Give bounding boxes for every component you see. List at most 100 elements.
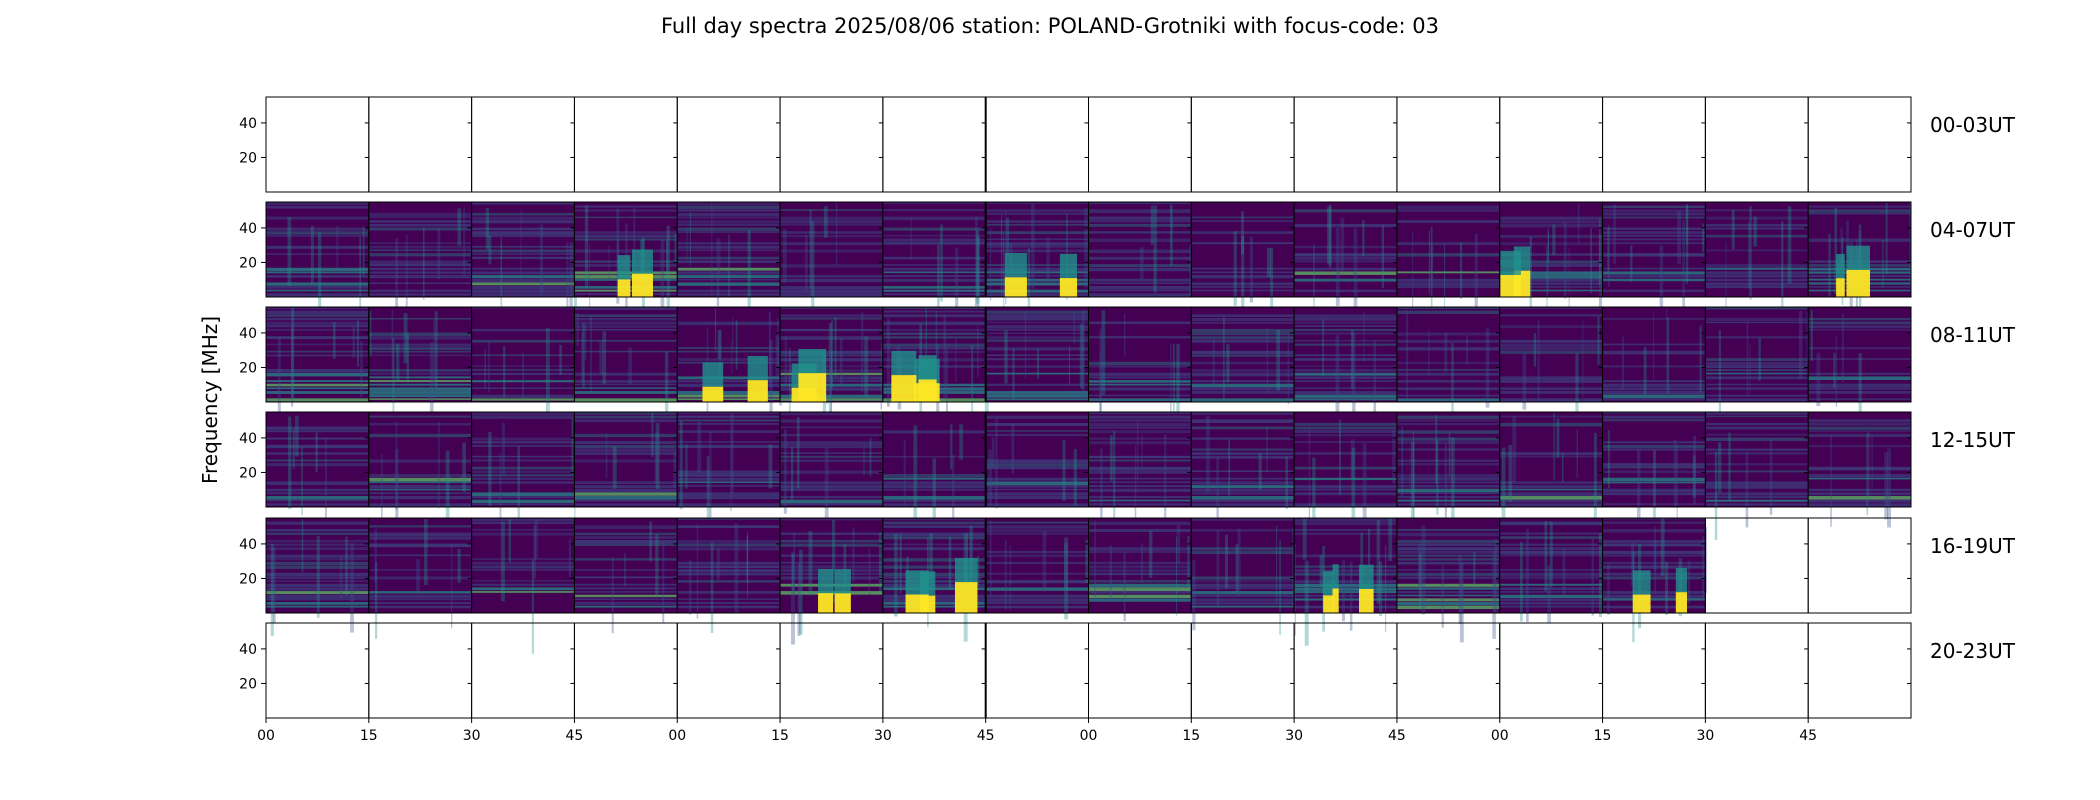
- spectrum-panel: [471, 306, 575, 419]
- spectrum-panel: [1088, 622, 1192, 719]
- spectrum-panel: [1807, 306, 1912, 440]
- y-tick-label: 40: [239, 116, 257, 132]
- row-time-label: 16-19UT: [1930, 534, 2016, 558]
- spectrum-panel: [1190, 411, 1295, 550]
- spectrum-panel: [1190, 517, 1295, 636]
- spectrum-panel: [1499, 306, 1604, 443]
- y-tick-label: 40: [239, 221, 257, 237]
- spectrum-panel: [573, 411, 678, 508]
- y-tick-label: 20: [239, 360, 257, 376]
- spectrum-panel: [1704, 517, 1809, 614]
- spectrum-panel: [573, 622, 678, 719]
- spectrum-panel: [1088, 96, 1192, 193]
- spectrum-panel: [1704, 306, 1810, 419]
- row-20-23UT: 40 20 20-23UT: [239, 622, 2016, 719]
- spectrum-panel: [1602, 306, 1706, 403]
- spectrum-panel: [1704, 96, 1809, 193]
- spectrum-panel: [1499, 622, 1604, 719]
- x-tick-label: 15: [360, 728, 378, 744]
- spectrum-panel: [368, 411, 473, 537]
- spectrum-panel: [1396, 306, 1501, 413]
- spectrum-panel: [779, 517, 884, 645]
- row-time-label: 00-03UT: [1930, 113, 2016, 137]
- spectrum-panel: [1499, 201, 1604, 330]
- spectrum-panel: [676, 622, 781, 719]
- x-tick-label: 45: [566, 728, 584, 744]
- x-tick-label: 00: [257, 728, 275, 744]
- spectrum-panel: [1602, 517, 1708, 643]
- x-tick-label: 30: [1285, 728, 1303, 744]
- spectrum-panel: [882, 201, 987, 335]
- spectrum-panel: [1807, 622, 1912, 719]
- spectrum-panel: [471, 411, 576, 537]
- x-tick-label: 30: [874, 728, 892, 744]
- y-tick-label: 40: [239, 537, 257, 553]
- spectrum-panel: [1704, 411, 1811, 541]
- spectrum-panel: [1088, 517, 1192, 622]
- y-tick-label: 20: [239, 571, 257, 587]
- spectrum-panel: [1088, 411, 1192, 540]
- spectrum-panel: [1293, 517, 1398, 646]
- spectrum-panel: [882, 622, 987, 719]
- spectrum-panel: [1293, 96, 1398, 193]
- spectrum-panel: [265, 622, 370, 719]
- spectrum-panel: [882, 96, 987, 193]
- spectrum-panel: [676, 517, 781, 634]
- spectrum-panel: [1499, 96, 1604, 193]
- spectrum-panel: [573, 96, 678, 193]
- spectrum-panel: [1088, 201, 1192, 298]
- spectrum-panel: [1293, 411, 1398, 534]
- spectrum-panel: [1807, 201, 1912, 323]
- spectrum-panel: [573, 201, 678, 331]
- spectrum-panel: [1396, 622, 1501, 719]
- spectrum-panel: [573, 517, 680, 634]
- rows-group: 40 20 00-03UT 40 20 04-07UT 40 20 08-11UT 40 20 12-…: [239, 96, 2016, 719]
- spectrum-panel: [471, 622, 575, 719]
- spectrum-panel: [882, 411, 987, 542]
- spectrum-panel: [1602, 96, 1706, 193]
- spectrum-panel: [1602, 411, 1706, 540]
- spectrum-panel: [779, 201, 884, 310]
- spectrum-panel: [779, 96, 884, 193]
- x-tick-label: 45: [1799, 728, 1817, 744]
- spectrum-panel: [1602, 201, 1706, 322]
- spectrum-panel: [985, 306, 1089, 403]
- y-tick-label: 20: [239, 465, 257, 481]
- spectrum-panel: [1190, 96, 1295, 193]
- y-tick-label: 40: [239, 326, 257, 342]
- x-tick-label: 45: [977, 728, 995, 744]
- spectrum-panel: [676, 201, 781, 315]
- spectrum-panel: [1704, 622, 1809, 719]
- x-tick-label: 15: [771, 728, 789, 744]
- spectrum-panel: [985, 411, 1089, 509]
- spectrum-panel: [779, 622, 884, 719]
- spectrum-panel: [573, 306, 678, 419]
- x-tick-label: 00: [668, 728, 686, 744]
- spectrum-panel: [676, 306, 782, 418]
- spectrum-panel: [265, 411, 370, 528]
- spectrum-panel: [676, 96, 781, 193]
- spectrum-panel: [265, 96, 370, 193]
- spectrum-panel: [368, 201, 473, 323]
- spectrum-panel: [779, 411, 884, 536]
- spectrum-panel: [368, 517, 473, 639]
- spectrum-panel: [1807, 411, 1912, 528]
- spectrum-panel: [471, 201, 577, 330]
- y-tick-label: 20: [239, 255, 257, 271]
- spectrum-panel: [368, 622, 473, 719]
- spectrum-panel: [1293, 622, 1398, 719]
- spectrum-panel: [985, 201, 1089, 325]
- row-time-label: 04-07UT: [1930, 218, 2016, 242]
- x-tick-label: 30: [463, 728, 481, 744]
- spectrum-panel: [471, 517, 575, 654]
- spectrum-panel: [265, 306, 371, 423]
- chart-title: Full day spectra 2025/08/06 station: POL…: [661, 14, 1439, 38]
- spectrum-panel: [985, 622, 1089, 719]
- row-16-19UT: 40 20 16-19UT: [239, 517, 2016, 654]
- spectrum-panel: [265, 201, 370, 326]
- spectrum-panel: [368, 306, 473, 430]
- spectrum-panel: [1396, 96, 1501, 193]
- y-tick-label: 40: [239, 642, 257, 658]
- spectrum-panel: [1088, 306, 1192, 427]
